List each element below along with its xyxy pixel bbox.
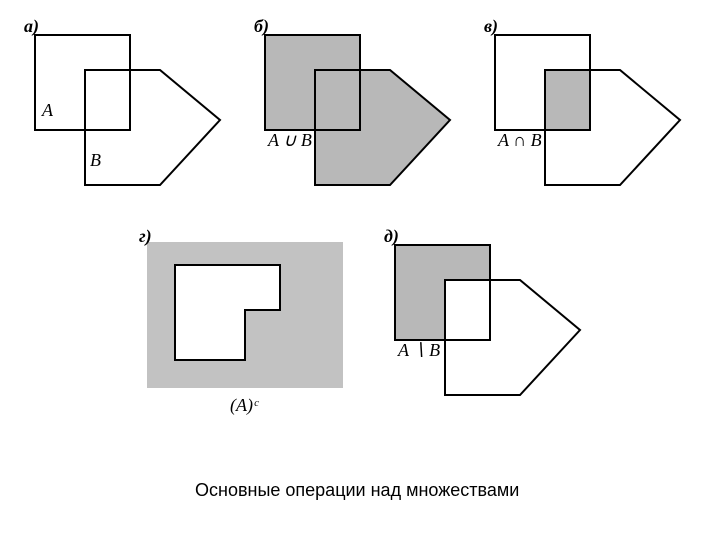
op-comp: (A)ᶜ — [230, 395, 258, 416]
diff-fill — [395, 245, 490, 340]
panel-d: д) A ∖ B — [390, 240, 590, 410]
panel-d-svg — [390, 240, 590, 410]
panel-g-svg — [145, 240, 345, 395]
panel-g-label: г) — [139, 226, 152, 247]
shape-b-penta-d — [445, 280, 580, 395]
shape-b-penta — [85, 70, 220, 185]
panel-b-svg — [260, 30, 460, 200]
op-inter: A ∩ B — [498, 130, 542, 151]
panel-v-label: в) — [484, 16, 498, 37]
inter-fill — [545, 70, 590, 130]
figure-caption: Основные операции над множествами — [195, 480, 519, 501]
panel-v-svg — [490, 30, 690, 200]
panel-a-svg — [30, 30, 230, 200]
panel-v: в) A ∩ B — [490, 30, 690, 200]
op-union: A ∪ B — [268, 130, 312, 151]
panel-b-label: б) — [254, 16, 269, 37]
panel-b: б) A ∪ B — [260, 30, 460, 200]
label-b: B — [90, 150, 101, 171]
union-fill — [265, 35, 450, 185]
panel-g: г) (A)ᶜ — [145, 240, 345, 410]
figure-stage: а) A B б) A ∪ B в) A ∩ B г) — [0, 0, 720, 540]
label-a: A — [42, 100, 53, 121]
panel-a-label: а) — [24, 16, 39, 37]
panel-a: а) A B — [30, 30, 230, 200]
panel-d-label: д) — [384, 226, 399, 247]
op-diff: A ∖ B — [398, 340, 440, 361]
